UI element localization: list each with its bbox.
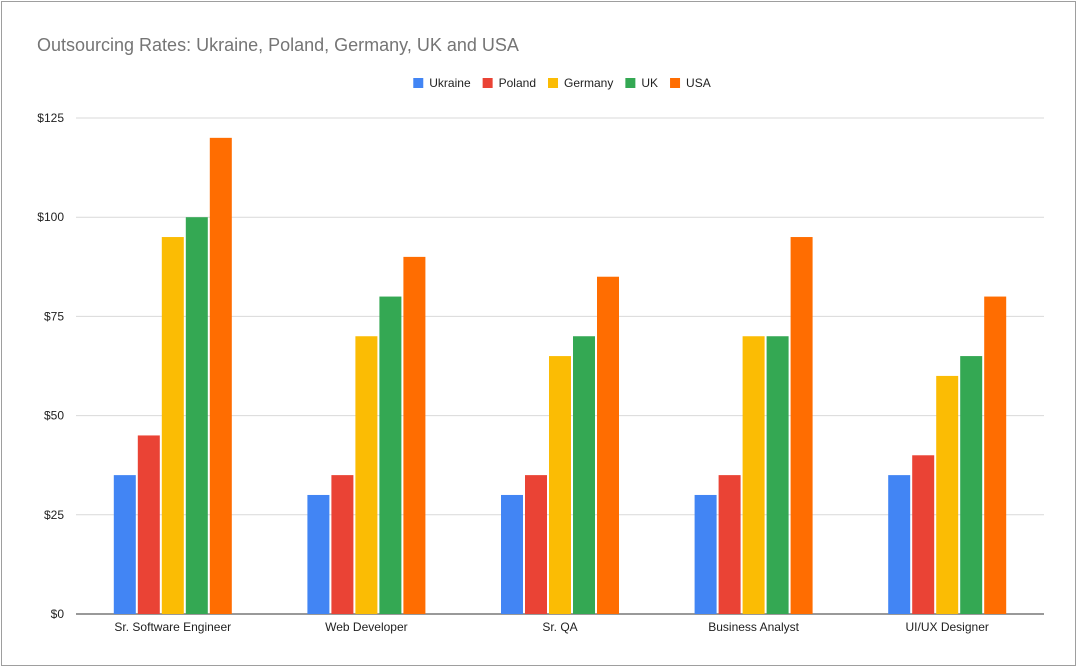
legend-swatch-uk <box>625 78 636 88</box>
bar-ukraine <box>888 475 911 614</box>
bar-poland <box>718 475 741 614</box>
bar-usa <box>209 137 232 614</box>
legend-swatch-germany <box>548 78 559 88</box>
bar-germany <box>549 356 571 614</box>
bar-poland <box>331 475 354 614</box>
bar-uk <box>766 336 789 614</box>
bar-germany <box>742 336 765 614</box>
bar-ukraine <box>501 494 523 614</box>
bar-germany <box>936 375 959 614</box>
legend-swatch-poland <box>482 78 493 88</box>
y-tick-label: $125 <box>37 111 64 125</box>
y-tick-label: $75 <box>44 309 64 323</box>
legend-label-usa: USA <box>686 76 711 90</box>
bar-ukraine <box>113 475 136 614</box>
bar-uk <box>960 356 983 614</box>
bar-uk <box>573 336 595 614</box>
y-tick-label: $0 <box>51 607 65 621</box>
bar-poland <box>137 435 160 614</box>
bar-ukraine <box>307 494 330 614</box>
legend-label-uk: UK <box>641 76 658 90</box>
bar-germany <box>161 237 184 615</box>
bar-usa <box>403 256 426 614</box>
x-tick-label: Sr. Software Engineer <box>114 620 231 634</box>
x-tick-label: UI/UX Designer <box>906 620 989 634</box>
legend-swatch-ukraine <box>413 78 424 88</box>
x-tick-label: Sr. QA <box>542 620 577 634</box>
x-tick-label: Business Analyst <box>708 620 799 634</box>
legend-label-poland: Poland <box>499 76 536 90</box>
legend-swatch-usa <box>670 78 681 88</box>
bar-ukraine <box>694 494 717 614</box>
bar-poland <box>525 475 547 614</box>
legend-label-ukraine: Ukraine <box>429 76 471 90</box>
legend-label-germany: Germany <box>564 76 613 90</box>
bar-usa <box>790 237 813 615</box>
bar-uk <box>379 296 402 614</box>
y-tick-label: $50 <box>44 409 64 423</box>
bar-poland <box>912 455 935 614</box>
bar-usa <box>984 296 1007 614</box>
y-tick-label: $100 <box>37 210 64 224</box>
x-tick-label: Web Developer <box>325 620 408 634</box>
bar-uk <box>185 217 208 614</box>
bar-germany <box>355 336 378 614</box>
bar-usa <box>597 276 619 614</box>
y-tick-label: $25 <box>44 508 64 522</box>
chart-title: Outsourcing Rates: Ukraine, Poland, Germ… <box>37 35 519 55</box>
